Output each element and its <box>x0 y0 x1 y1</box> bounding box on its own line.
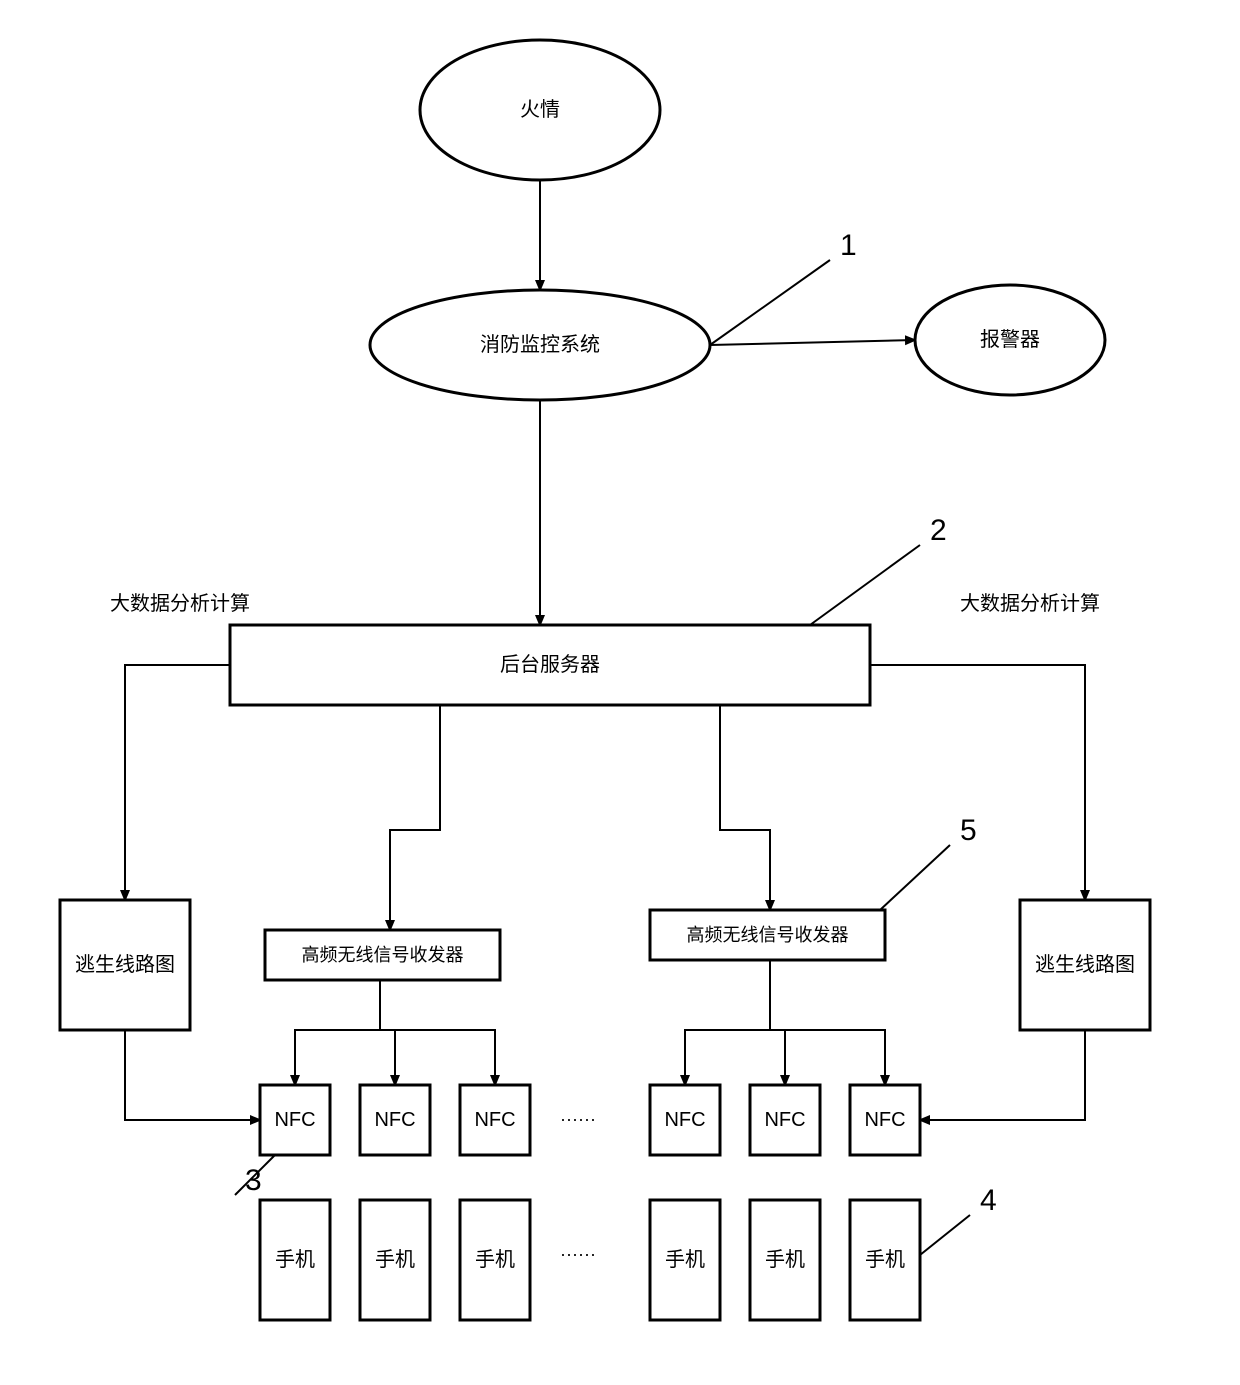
node-label: 报警器 <box>980 328 1040 351</box>
node-label: NFC <box>864 1109 905 1131</box>
node-label: 手机 <box>475 1248 515 1271</box>
node-phone3: 手机 <box>460 1200 530 1320</box>
edge <box>380 980 495 1085</box>
node-label: 手机 <box>765 1248 805 1271</box>
callout-label-c4: 4 <box>980 1184 997 1217</box>
edge-label-right_calc: 大数据分析计算 <box>960 592 1100 615</box>
edge <box>710 340 915 345</box>
callout-line <box>810 545 920 625</box>
node-label: 手机 <box>375 1248 415 1271</box>
node-label: 高频无线信号收发器 <box>302 945 464 965</box>
edge <box>125 1030 260 1120</box>
edge <box>390 705 440 930</box>
node-label: 逃生线路图 <box>75 953 175 976</box>
node-label: 手机 <box>665 1248 705 1271</box>
node-phone2: 手机 <box>360 1200 430 1320</box>
callout-line <box>920 1215 970 1255</box>
callout-label-c5: 5 <box>960 814 977 847</box>
callout-label-c1: 1 <box>840 229 857 262</box>
node-label: 高频无线信号收发器 <box>687 925 849 945</box>
node-label: 手机 <box>275 1248 315 1271</box>
node-phone6: 手机 <box>850 1200 920 1320</box>
node-fire: 火情 <box>420 40 660 180</box>
edge <box>125 665 230 900</box>
node-label: NFC <box>664 1109 705 1131</box>
node-label: NFC <box>474 1109 515 1131</box>
node-nfc3: NFC <box>460 1085 530 1155</box>
node-label: NFC <box>374 1109 415 1131</box>
node-label: 消防监控系统 <box>480 333 600 356</box>
callout-line <box>880 845 950 910</box>
node-phone4: 手机 <box>650 1200 720 1320</box>
node-label: 逃生线路图 <box>1035 953 1135 976</box>
node-phone1: 手机 <box>260 1200 330 1320</box>
node-server: 后台服务器 <box>230 625 870 705</box>
node-hf_l: 高频无线信号收发器 <box>265 930 500 980</box>
callout-line <box>710 260 830 345</box>
node-label: 手机 <box>865 1248 905 1271</box>
node-label: NFC <box>274 1109 315 1131</box>
node-nfc6: NFC <box>850 1085 920 1155</box>
node-phone5: 手机 <box>750 1200 820 1320</box>
ellipsis: ······ <box>560 1109 596 1129</box>
edge <box>920 1030 1085 1120</box>
node-label: 火情 <box>520 98 560 121</box>
node-nfc5: NFC <box>750 1085 820 1155</box>
node-alarm: 报警器 <box>915 285 1105 395</box>
ellipsis: ······ <box>560 1244 596 1264</box>
edge <box>870 665 1085 900</box>
node-nfc4: NFC <box>650 1085 720 1155</box>
edge <box>380 980 395 1085</box>
edge <box>720 705 770 910</box>
edge <box>770 960 785 1085</box>
node-label: NFC <box>764 1109 805 1131</box>
edge <box>770 960 885 1085</box>
node-nfc2: NFC <box>360 1085 430 1155</box>
callout-label-c2: 2 <box>930 514 947 547</box>
node-hf_r: 高频无线信号收发器 <box>650 910 885 960</box>
node-nfc1: NFC <box>260 1085 330 1155</box>
node-escape_r: 逃生线路图 <box>1020 900 1150 1030</box>
edge-label-left_calc: 大数据分析计算 <box>110 592 250 615</box>
node-escape_l: 逃生线路图 <box>60 900 190 1030</box>
edge <box>685 960 770 1085</box>
callout-label-c3: 3 <box>245 1164 262 1197</box>
diagram-canvas: 火情消防监控系统报警器后台服务器逃生线路图逃生线路图高频无线信号收发器高频无线信… <box>0 0 1240 1385</box>
edge <box>295 980 380 1085</box>
node-monitor: 消防监控系统 <box>370 290 710 400</box>
node-label: 后台服务器 <box>500 653 600 676</box>
